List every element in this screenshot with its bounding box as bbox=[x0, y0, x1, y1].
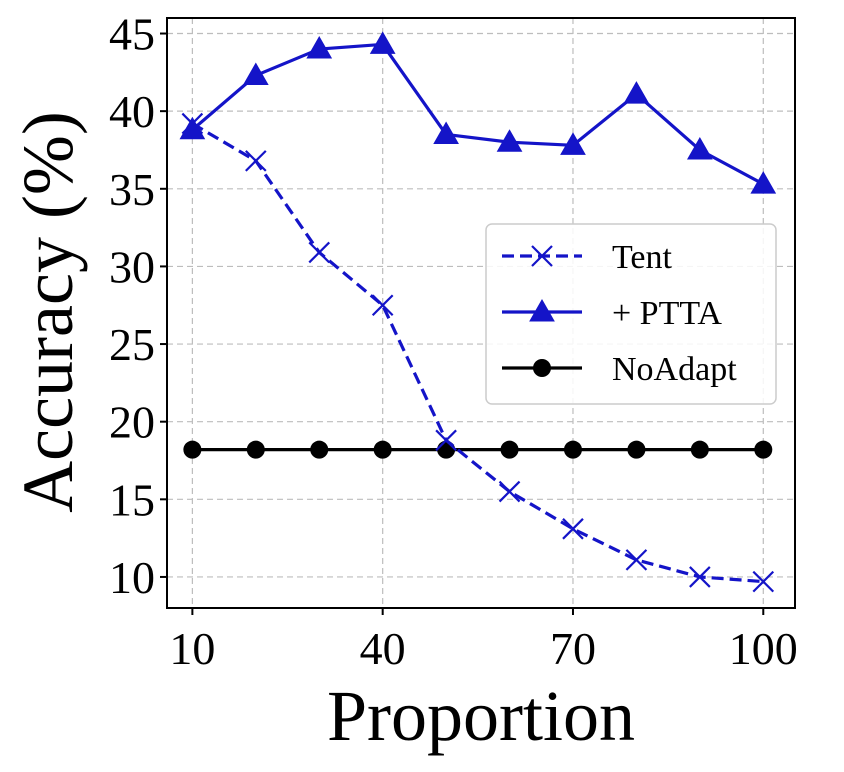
legend-marker-tent bbox=[531, 245, 553, 267]
point-ptta-20 bbox=[242, 62, 269, 85]
legend-label-noadapt: NoAdapt bbox=[612, 351, 737, 388]
point-tent-70 bbox=[562, 518, 584, 540]
plot-frame bbox=[166, 17, 796, 609]
point-ptta-10 bbox=[179, 116, 206, 140]
x-axis-title: Proportion bbox=[327, 676, 635, 756]
legend-label-ptta: + PTTA bbox=[612, 295, 722, 332]
x-tick-label-70: 70 bbox=[550, 623, 596, 674]
x-tick-label-10: 10 bbox=[169, 623, 215, 674]
point-noadapt-10 bbox=[183, 440, 202, 459]
series-tent bbox=[181, 112, 775, 593]
y-tick-label-40: 40 bbox=[109, 86, 155, 137]
point-ptta-30 bbox=[306, 36, 333, 59]
y-tick-label-15: 15 bbox=[109, 474, 155, 525]
point-ptta-40 bbox=[369, 31, 396, 54]
point-tent-80 bbox=[625, 549, 648, 571]
series-ptta bbox=[179, 31, 777, 194]
point-noadapt-70 bbox=[563, 440, 582, 459]
point-ptta-90 bbox=[686, 136, 713, 160]
point-noadapt-100 bbox=[754, 440, 773, 459]
legend: Tent + PTTA NoAdapt bbox=[485, 223, 777, 405]
point-noadapt-60 bbox=[500, 440, 519, 459]
point-ptta-50 bbox=[433, 121, 459, 144]
point-tent-100 bbox=[752, 570, 775, 593]
y-tick-label-10: 10 bbox=[109, 552, 155, 603]
point-ptta-60 bbox=[496, 129, 523, 152]
x-axis-ticks: 10 40 70 100 bbox=[169, 608, 798, 674]
x-tick-label-40: 40 bbox=[360, 623, 406, 674]
legend-marker-noadapt bbox=[533, 359, 551, 377]
point-noadapt-40 bbox=[373, 440, 392, 459]
point-noadapt-30 bbox=[310, 440, 329, 459]
point-noadapt-50 bbox=[437, 440, 456, 459]
point-noadapt-90 bbox=[690, 440, 709, 459]
point-ptta-100 bbox=[750, 171, 777, 194]
point-tent-50 bbox=[435, 429, 457, 452]
series-line-tent bbox=[191, 122, 764, 584]
y-tick-label-30: 30 bbox=[109, 241, 155, 292]
point-noadapt-20 bbox=[246, 440, 265, 459]
y-axis-title: Accuracy (%) bbox=[8, 111, 88, 513]
legend-marker-ptta bbox=[529, 298, 555, 322]
point-tent-30 bbox=[308, 241, 331, 264]
point-ptta-70 bbox=[560, 132, 586, 155]
y-tick-label-25: 25 bbox=[109, 319, 155, 370]
series-line-ptta bbox=[191, 42, 765, 186]
point-noadapt-80 bbox=[627, 440, 646, 459]
series-layer bbox=[179, 31, 777, 593]
point-tent-20 bbox=[245, 150, 267, 172]
y-axis-ticks: 10 15 20 25 30 35 40 45 bbox=[109, 9, 167, 603]
point-ptta-80 bbox=[623, 81, 650, 104]
point-tent-60 bbox=[498, 480, 521, 503]
x-tick-label-100: 100 bbox=[729, 623, 798, 674]
point-tent-90 bbox=[689, 566, 711, 588]
legend-box bbox=[485, 223, 777, 405]
legend-label-tent: Tent bbox=[612, 239, 672, 276]
y-tick-label-45: 45 bbox=[109, 9, 155, 60]
y-tick-label-20: 20 bbox=[109, 397, 155, 448]
point-tent-40 bbox=[371, 294, 394, 317]
y-tick-label-35: 35 bbox=[109, 164, 155, 215]
series-noadapt bbox=[183, 440, 773, 459]
